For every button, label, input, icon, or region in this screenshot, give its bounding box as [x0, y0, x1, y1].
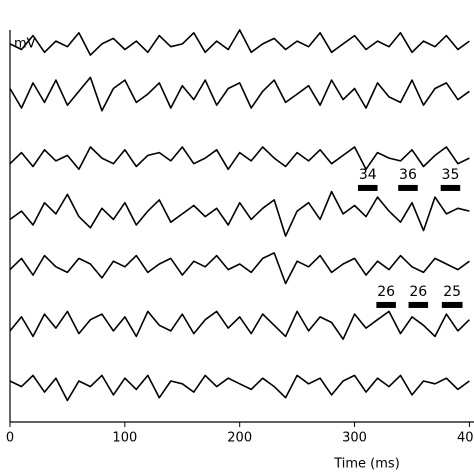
x-axis-label: Time (ms)	[333, 457, 400, 472]
y-axis-label: mV	[14, 37, 36, 52]
duration-bar	[358, 184, 378, 191]
duration-label: 36	[399, 167, 417, 183]
duration-bar	[376, 301, 396, 308]
x-tick-label: 400	[457, 431, 474, 446]
duration-bar	[440, 184, 461, 191]
duration-bar	[408, 301, 429, 308]
duration-bar	[398, 184, 418, 191]
x-tick-label: 0	[6, 431, 14, 446]
x-tick-label: 300	[342, 431, 367, 446]
trace	[9, 252, 470, 285]
duration-label: 26	[377, 284, 395, 300]
duration-label: 26	[409, 284, 427, 300]
trace	[9, 310, 470, 340]
trace	[9, 146, 470, 171]
duration-label: 34	[359, 167, 377, 183]
x-tick-label: 100	[112, 431, 137, 446]
x-tick-label: 200	[227, 431, 252, 446]
duration-label: 35	[442, 167, 460, 183]
trace	[9, 374, 470, 402]
duration-bar	[441, 301, 463, 308]
trace	[9, 76, 470, 112]
trace	[9, 29, 470, 56]
trace	[9, 190, 470, 237]
duration-label: 25	[443, 284, 461, 300]
